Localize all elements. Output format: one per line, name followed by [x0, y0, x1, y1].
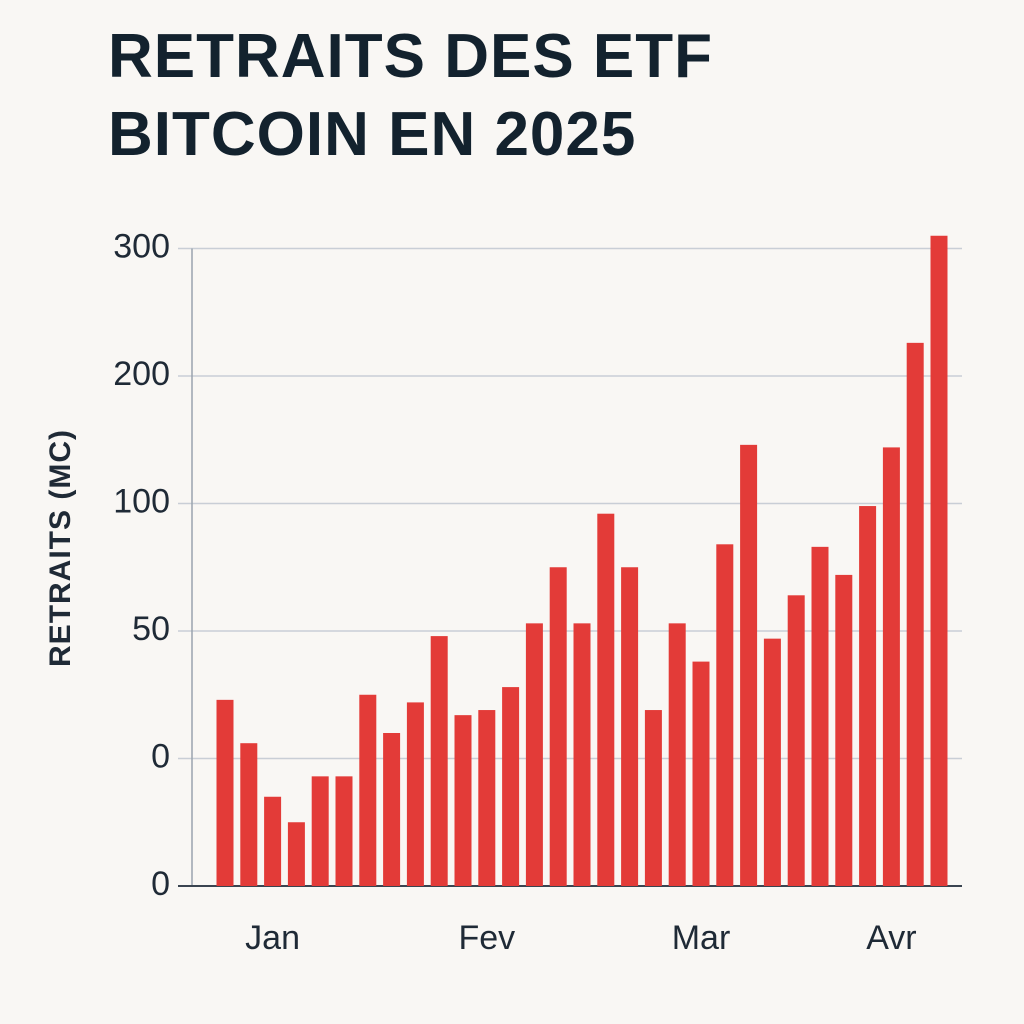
bar	[644, 710, 662, 886]
y-tick-label: 200	[113, 355, 170, 393]
bar	[454, 715, 472, 886]
bar	[716, 544, 734, 886]
bar	[430, 636, 448, 886]
bar	[311, 776, 329, 886]
bar	[740, 444, 758, 886]
y-tick-label: 0	[151, 737, 170, 775]
x-tick-label: Fev	[458, 919, 515, 957]
y-axis-label: RETRAITS (MC)	[44, 429, 77, 667]
y-tick-label: 300	[113, 227, 170, 265]
bar	[882, 447, 900, 886]
y-tick-label: 100	[113, 482, 170, 520]
bar	[216, 699, 234, 886]
bar	[478, 710, 496, 886]
y-tick-label: 50	[132, 610, 170, 648]
bar	[906, 342, 924, 887]
bar	[383, 733, 401, 886]
bar	[597, 513, 615, 886]
bar	[335, 776, 353, 886]
bar	[359, 694, 377, 886]
bar	[287, 822, 305, 886]
bar	[811, 546, 829, 886]
chart-title: RETRAITS DES ETF BITCOIN EN 2025	[108, 22, 714, 169]
x-tick-label: Mar	[672, 919, 731, 957]
bar	[621, 567, 639, 886]
bar	[930, 235, 948, 886]
x-tick-label: Avr	[866, 919, 916, 957]
bar	[502, 687, 520, 886]
bar	[763, 638, 781, 886]
bar	[835, 574, 853, 886]
bar	[573, 623, 591, 886]
bar	[406, 702, 424, 886]
bar	[525, 623, 543, 886]
bar	[549, 567, 567, 886]
y-tick-label: 0	[151, 865, 170, 903]
bar	[668, 623, 686, 886]
bar	[240, 743, 258, 886]
bar	[692, 661, 710, 886]
bar	[859, 506, 877, 886]
bar	[264, 796, 282, 886]
bar	[787, 595, 805, 886]
x-tick-label: Jan	[245, 919, 300, 957]
